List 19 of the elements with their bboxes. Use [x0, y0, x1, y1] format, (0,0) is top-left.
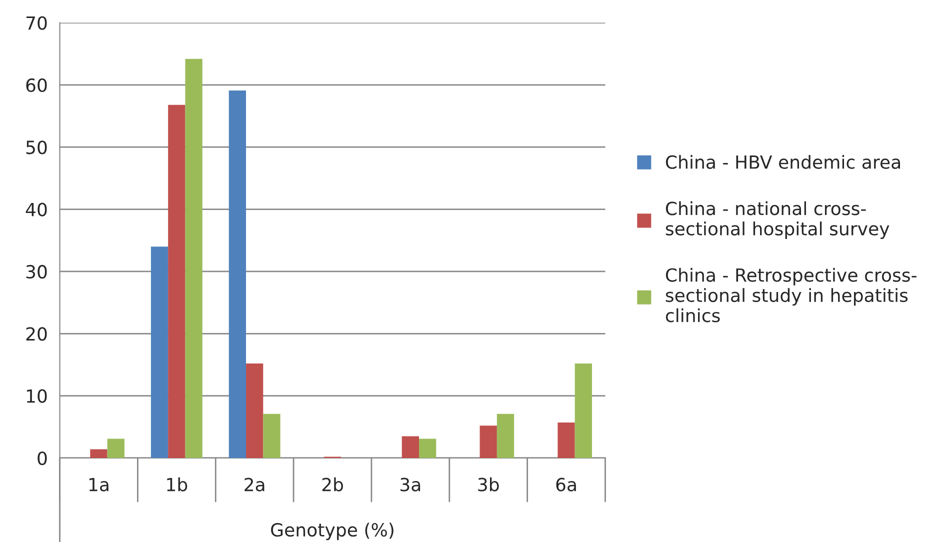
x-tick-label: 2a [244, 478, 264, 492]
legend-label: China - national cross- sectional hospital survey [666, 201, 890, 240]
x-axis-title: Genotype (%) [271, 522, 394, 540]
y-tick-label: 30 [26, 264, 47, 279]
y-tick-label: 20 [26, 327, 47, 341]
x-tick-label: 1b [167, 477, 188, 492]
y-tick-label: 60 [26, 78, 47, 92]
legend-label: China - HBV endemic area [666, 154, 900, 169]
legend-label: China - Retrospective cross- sectional study in hepatitis clinics [666, 268, 916, 322]
x-tick-label: 3b [478, 477, 499, 492]
x-tick-label: 6a [556, 478, 576, 492]
y-tick-label: 0 [38, 451, 47, 466]
x-tick-label: 2b [322, 477, 343, 492]
y-tick-label: 50 [26, 140, 47, 154]
y-tick-label: 10 [26, 389, 47, 403]
y-tick-label: 40 [26, 202, 47, 216]
x-tick-label: 1a [89, 478, 108, 492]
x-tick-label: 3a [400, 478, 420, 492]
y-tick-label: 70 [26, 16, 47, 30]
